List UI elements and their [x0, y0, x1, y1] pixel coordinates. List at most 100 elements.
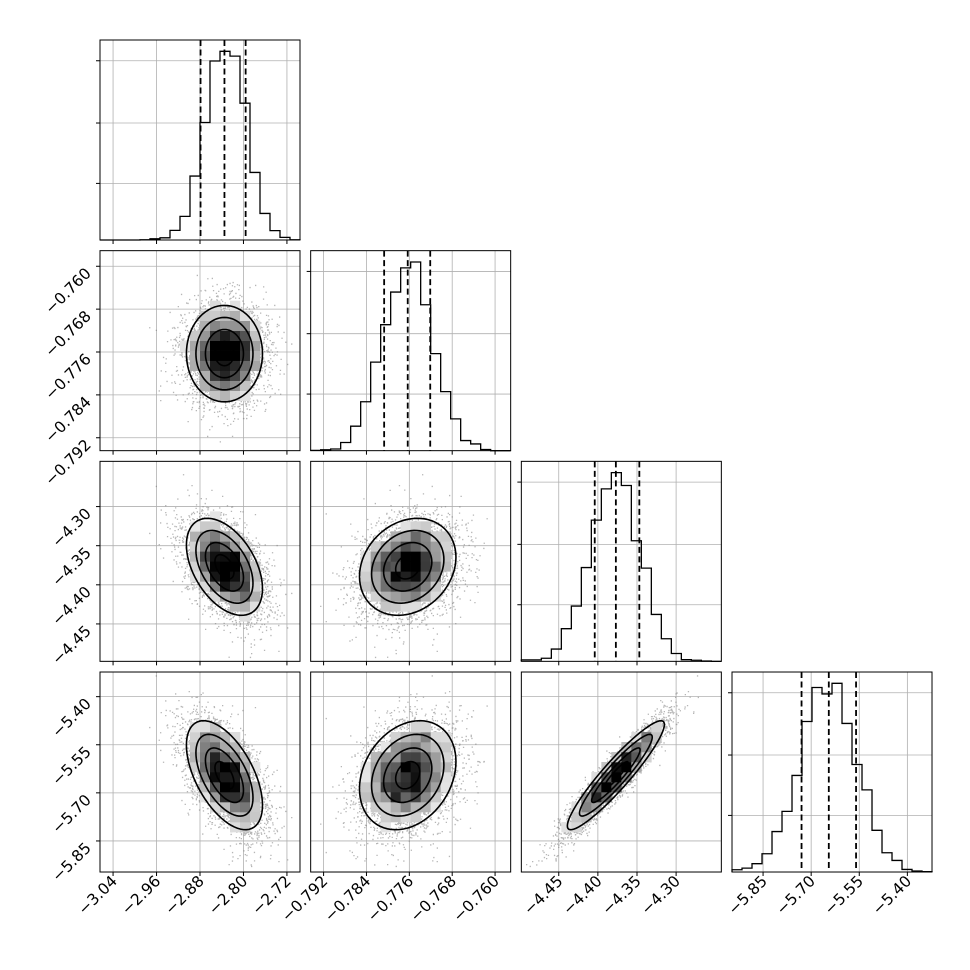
density-cell [390, 591, 401, 602]
density-cell [410, 601, 421, 612]
density-cell [430, 782, 441, 793]
density-cell [601, 772, 612, 783]
density-cell [380, 812, 391, 823]
density-cell [220, 772, 231, 783]
density-cell [360, 571, 371, 582]
density-cell [390, 802, 401, 813]
density-cell [430, 752, 441, 763]
y-tick-label: −0.784 [42, 393, 95, 446]
y-tick-label: −5.55 [49, 743, 95, 789]
density-cell [611, 762, 622, 773]
panel-frame [99, 250, 301, 452]
density-cell [210, 581, 221, 592]
density-cell [210, 541, 221, 552]
density-cell [601, 782, 612, 793]
density-cell [400, 782, 411, 793]
density-cell [250, 360, 261, 371]
density-cell [230, 601, 241, 612]
density-cell [200, 581, 211, 592]
density-cell [190, 722, 201, 733]
density-cell [571, 812, 582, 823]
density-cell [400, 601, 411, 612]
density-cell [611, 752, 622, 763]
density-cell [410, 531, 421, 542]
contour-line [195, 529, 254, 604]
density-cell [420, 551, 431, 562]
density-cell [380, 571, 391, 582]
density-cell [601, 792, 612, 803]
density-cell [380, 782, 391, 793]
contour-line [204, 747, 245, 804]
density-cell [621, 772, 632, 783]
density-cell [390, 531, 401, 542]
density-cell [440, 561, 451, 572]
panel-1-0 [96, 250, 301, 455]
density-cell [250, 601, 261, 612]
density-cell [230, 310, 241, 321]
density-cell [400, 752, 411, 763]
density-cell [240, 792, 251, 803]
density-cell [210, 531, 221, 542]
density-cell [390, 571, 401, 582]
density-cell [230, 531, 241, 542]
contour-line [214, 553, 235, 580]
contour-line [370, 529, 445, 604]
density-cell [410, 742, 421, 753]
density-cell [190, 340, 201, 351]
density-cell [420, 752, 431, 763]
density-cell [651, 732, 662, 743]
density-cell [250, 330, 261, 341]
density-cell [390, 601, 401, 612]
density-cell [571, 802, 582, 813]
density-cell [240, 310, 251, 321]
contour-line [602, 760, 629, 790]
density-cell [410, 541, 421, 552]
panel-frame [310, 460, 512, 662]
contour-line [195, 316, 254, 391]
density-cell [380, 561, 391, 572]
contour-line [394, 760, 421, 790]
density-cell [420, 591, 431, 602]
density-cell [390, 792, 401, 803]
density-cell [210, 802, 221, 813]
density-cell [370, 782, 381, 793]
density-cell [400, 581, 411, 592]
density-cell [380, 581, 391, 592]
density-cell [200, 370, 211, 381]
density-cell [380, 802, 391, 813]
density-cell [601, 762, 612, 773]
density-cell [230, 732, 241, 743]
density-cell [230, 541, 241, 552]
density-cell [190, 541, 201, 552]
density-cell [611, 772, 622, 783]
density-cell [410, 812, 421, 823]
density-cell [390, 551, 401, 562]
density-cell [250, 782, 261, 793]
density-cell [220, 802, 231, 813]
density-cell [430, 792, 441, 803]
density-cell [400, 561, 411, 572]
contour-line [185, 719, 264, 831]
density-cell [400, 792, 411, 803]
density-cell [210, 772, 221, 783]
density-cell [240, 752, 251, 763]
x-tick-label: −2.80 [205, 872, 251, 918]
density-cell [400, 591, 411, 602]
density-cell [240, 350, 251, 361]
density-cell [440, 742, 451, 753]
density-cell [390, 742, 401, 753]
y-tick-label: −5.85 [49, 839, 95, 885]
density-cell [220, 742, 231, 753]
density-cell [200, 541, 211, 552]
density-cell [230, 300, 241, 311]
y-tick-label: −4.30 [49, 505, 95, 551]
density-cell [230, 812, 241, 823]
density-cell [220, 732, 231, 743]
density-cell [210, 571, 221, 582]
density-cell [621, 742, 632, 753]
density-cell [420, 581, 431, 592]
y-tick-label: −4.40 [49, 583, 95, 629]
density-cell [200, 792, 211, 803]
density-cell [370, 581, 381, 592]
density-cell [200, 531, 211, 542]
